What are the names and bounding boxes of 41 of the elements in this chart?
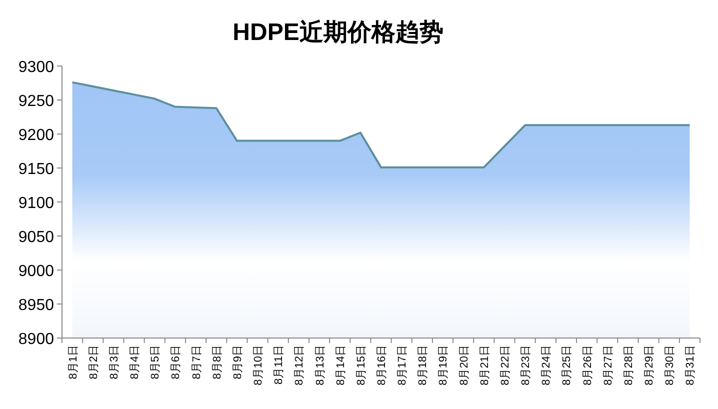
x-tick-label: 8月23日 [520,345,532,386]
y-tick-label: 8900 [18,331,54,348]
x-tick-label: 8月30日 [664,345,676,386]
x-tick-label: 8月12日 [294,345,306,386]
x-tick-label: 8月27日 [602,345,614,386]
y-tick-label: 8950 [18,297,54,314]
x-tick-label: 8月4日 [129,345,142,380]
x-tick-label: 8月1日 [67,345,80,380]
x-tick-label: 8月10日 [252,345,265,386]
x-tick-label: 8月7日 [190,345,203,380]
x-tick-label: 8月22日 [499,345,512,386]
y-tick-label: 9050 [18,229,54,246]
x-tick-label: 8月8日 [211,345,224,380]
y-tick-label: 9150 [18,161,54,178]
x-tick-label: 8月19日 [438,345,450,386]
y-tick-label: 9000 [18,263,54,280]
x-tick-label: 8月29日 [644,345,656,386]
x-tick-label: 8月2日 [88,345,100,380]
x-tick-label: 8月14日 [334,345,347,386]
x-tick-label: 8月21日 [478,345,491,386]
x-tick-label: 8月13日 [314,345,326,386]
x-tick-label: 8月9日 [232,345,244,380]
x-tick-label: 8月5日 [150,345,162,380]
x-tick-label: 8月6日 [170,345,182,380]
x-tick-label: 8月3日 [108,345,120,380]
x-tick-label: 8月18日 [417,345,430,386]
x-tick-label: 8月11日 [273,345,286,385]
x-tick-label: 8月28日 [622,345,635,386]
x-tick-label: 8月31日 [684,345,697,386]
chart-title: HDPE近期价格趋势 [232,19,444,46]
x-tick-label: 8月26日 [582,345,594,386]
y-tick-label: 9250 [18,93,54,110]
y-tick-label: 9100 [18,195,54,212]
x-tick-label: 8月16日 [376,345,388,386]
x-tick-label: 8月15日 [355,345,368,386]
x-tick-label: 8月20日 [458,345,470,386]
y-tick-label: 9200 [18,127,54,144]
x-tick-label: 8月25日 [561,345,574,386]
x-tick-label: 8月24日 [540,345,553,386]
y-tick-label: 9300 [18,59,54,76]
x-tick-label: 8月17日 [396,345,409,386]
